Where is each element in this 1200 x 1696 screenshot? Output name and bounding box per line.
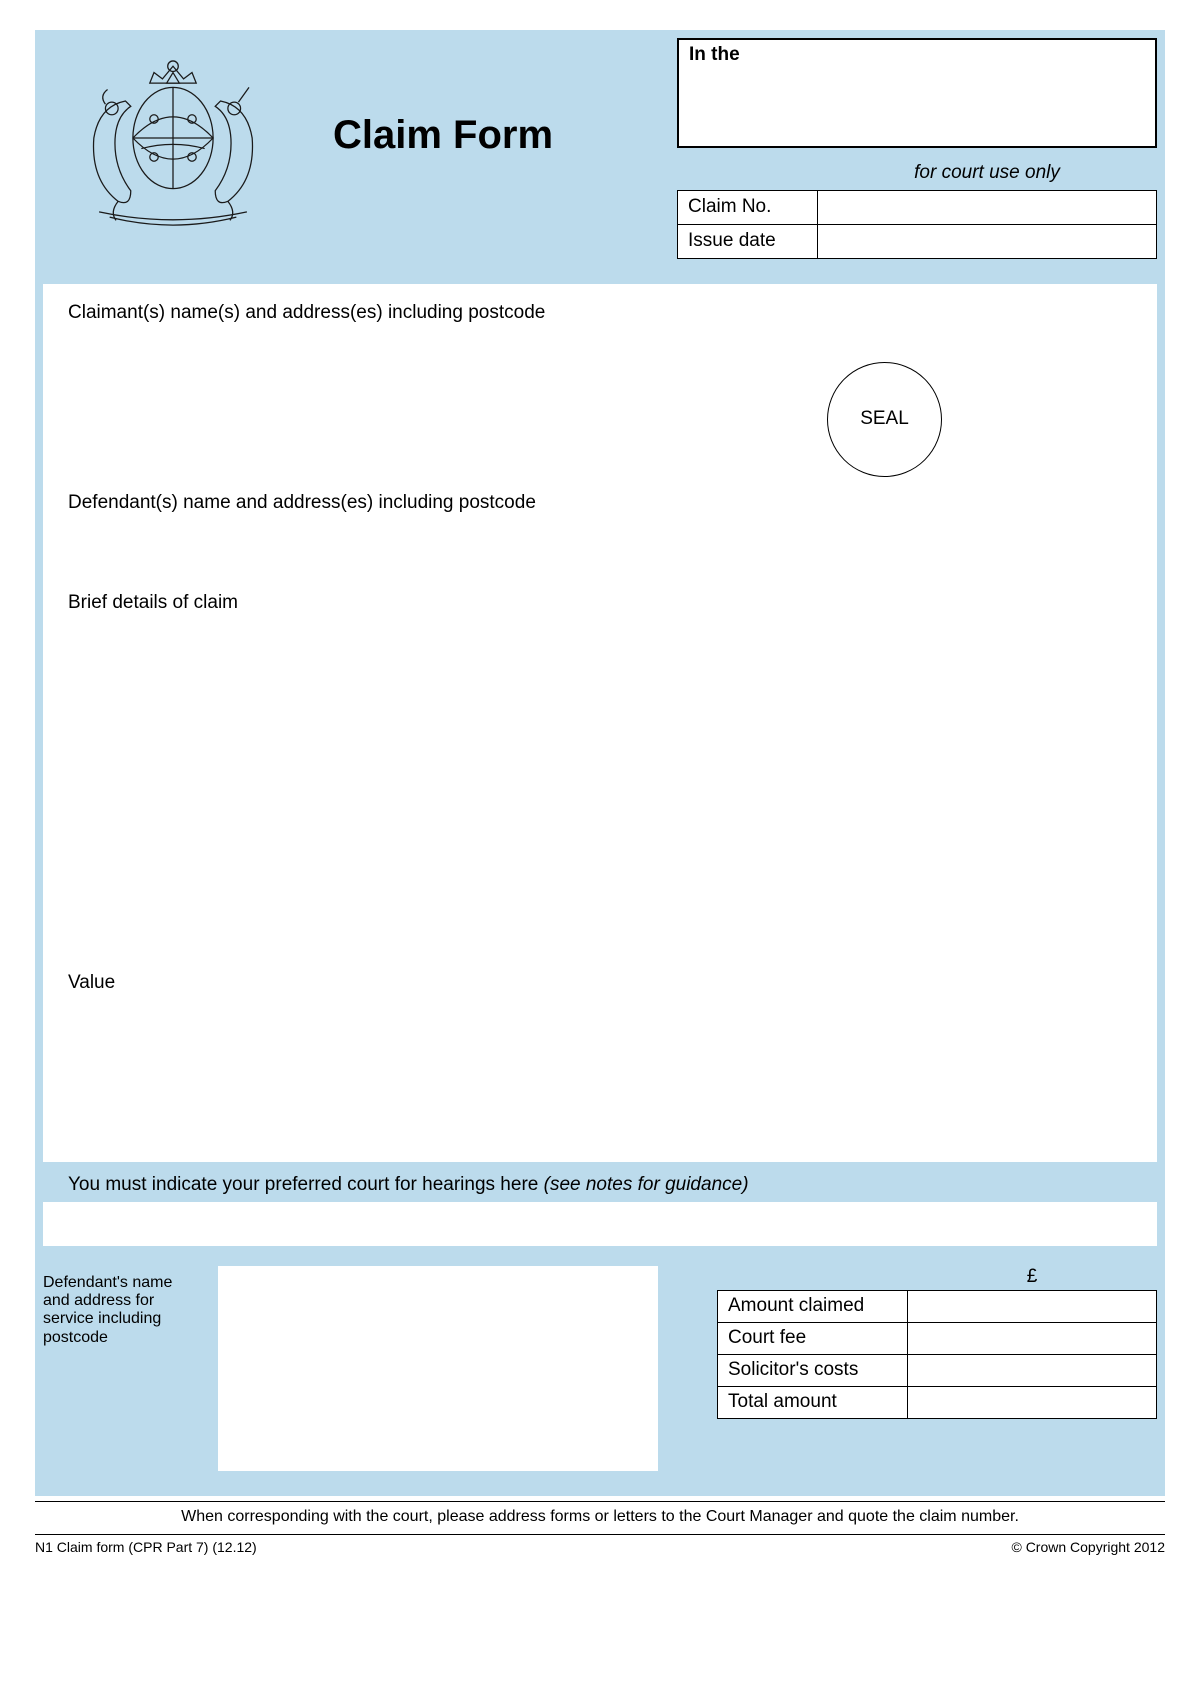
total-amount-field[interactable] (908, 1386, 1157, 1418)
court-use-only-note: for court use only (818, 156, 1157, 190)
preferred-court-note: (see notes for guidance) (544, 1174, 749, 1195)
court-name-label: In the (689, 44, 740, 65)
claim-no-label: Claim No. (678, 190, 818, 224)
service-address-label: Defendant's name and address for service… (43, 1266, 198, 1348)
amounts-table: Amount claimed Court fee Solicitor's cos… (717, 1290, 1157, 1419)
main-panel: Claimant(s) name(s) and address(es) incl… (43, 284, 1157, 1162)
court-fee-label: Court fee (718, 1322, 908, 1354)
solicitors-costs-label: Solicitor's costs (718, 1354, 908, 1386)
form-reference: N1 Claim form (CPR Part 7) (12.12) (35, 1539, 257, 1555)
amount-claimed-label: Amount claimed (718, 1290, 908, 1322)
amount-claimed-field[interactable] (908, 1290, 1157, 1322)
form-title: Claim Form (333, 113, 677, 158)
copyright: © Crown Copyright 2012 (1011, 1539, 1165, 1555)
defendant-label: Defendant(s) name and address(es) includ… (68, 492, 1132, 514)
solicitors-costs-field[interactable] (908, 1354, 1157, 1386)
currency-header: £ (907, 1266, 1157, 1290)
service-address-field[interactable] (218, 1266, 658, 1471)
issue-date-label: Issue date (678, 224, 818, 258)
court-fee-field[interactable] (908, 1322, 1157, 1354)
preferred-court-field[interactable] (43, 1202, 1157, 1246)
seal-text: SEAL (860, 408, 909, 430)
court-name-field[interactable]: In the (677, 38, 1157, 148)
claimant-label: Claimant(s) name(s) and address(es) incl… (68, 302, 1132, 324)
spacer (678, 156, 818, 190)
preferred-court-text: You must indicate your preferred court f… (68, 1174, 544, 1195)
issue-date-field[interactable] (818, 224, 1157, 258)
value-label: Value (68, 972, 1132, 994)
claim-no-field[interactable] (818, 190, 1157, 224)
form-header: Claim Form In the for court use only Cla… (43, 38, 1157, 284)
brief-details-label: Brief details of claim (68, 592, 1132, 614)
royal-crest-icon (43, 38, 303, 238)
correspondence-note: When corresponding with the court, pleas… (35, 1501, 1165, 1526)
footer: N1 Claim form (CPR Part 7) (12.12) © Cro… (35, 1534, 1165, 1555)
total-amount-label: Total amount (718, 1386, 908, 1418)
preferred-court-label: You must indicate your preferred court f… (43, 1162, 1157, 1202)
seal-circle: SEAL (827, 362, 942, 477)
